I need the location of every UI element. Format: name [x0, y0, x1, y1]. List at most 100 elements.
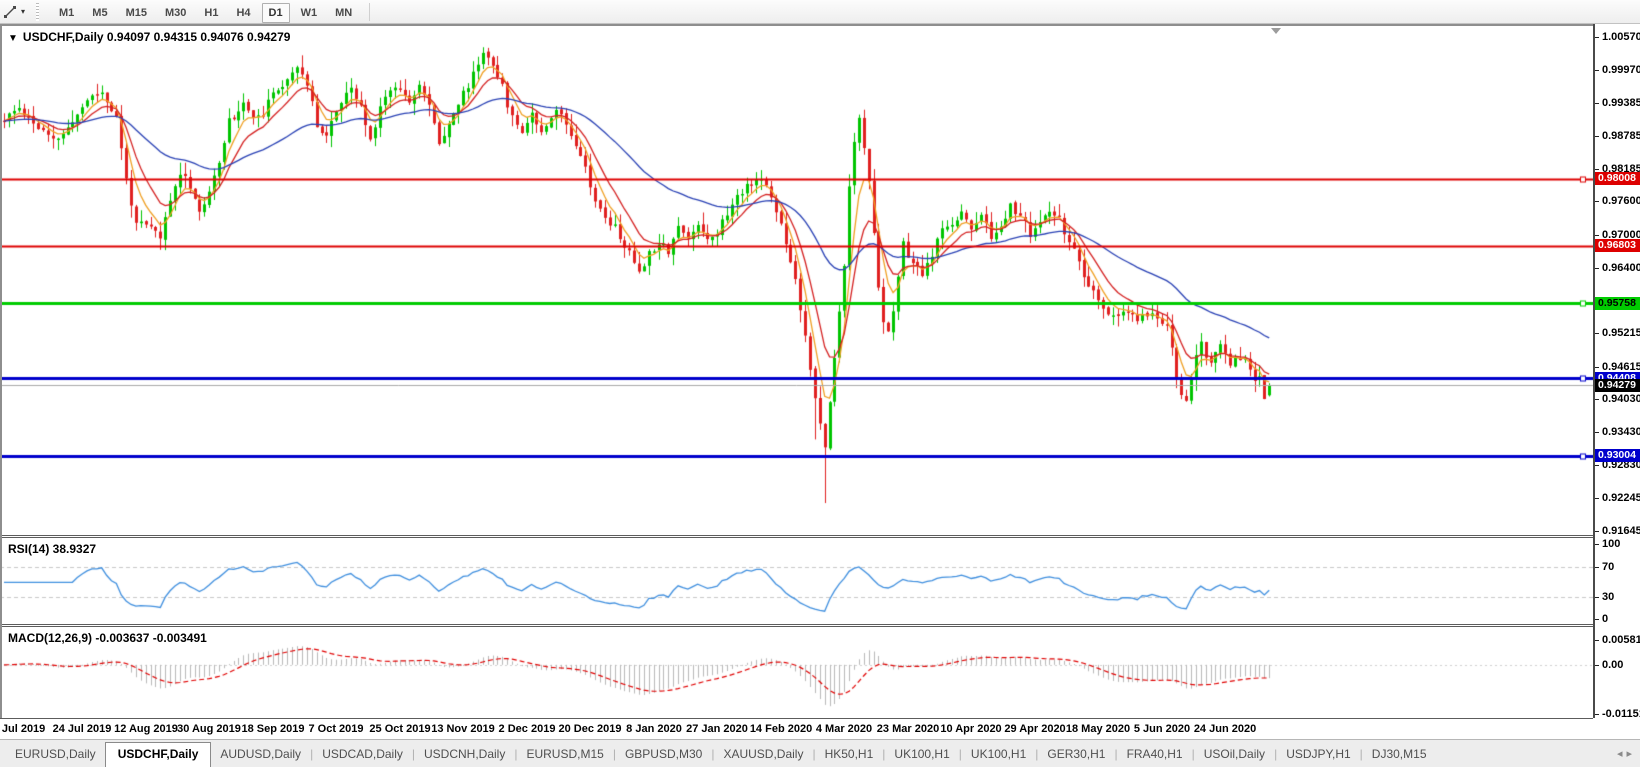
- rsi-tick-dash: [1595, 567, 1599, 568]
- chart-tab-eurusd-daily[interactable]: EURUSD,Daily: [15, 747, 96, 761]
- chart-tab-ger30-h1[interactable]: GER30,H1: [1047, 747, 1106, 761]
- window-top-edge: [0, 24, 1640, 26]
- timeframe-button-m30[interactable]: M30: [164, 6, 187, 19]
- date-tick: 10 Apr 2020: [940, 723, 1002, 735]
- date-tick: 18 May 2020: [1065, 723, 1131, 735]
- date-tick: 8 Jan 2020: [626, 723, 682, 735]
- chart-tab-usoil-daily[interactable]: USOil,Daily: [1203, 747, 1266, 761]
- date-tick: 29 Apr 2020: [1004, 723, 1066, 735]
- tab-separator: |: [411, 747, 415, 761]
- chart-title-arrow-icon[interactable]: ▼: [8, 33, 18, 44]
- macd-tick-dash: [1595, 714, 1599, 715]
- date-tick: 5 Jul 2019: [0, 723, 46, 735]
- price-tick-dash: [1595, 70, 1599, 71]
- price-tick-dash: [1595, 399, 1599, 400]
- chart-title-text: USDCHF,Daily 0.94097 0.94315 0.94076 0.9…: [22, 30, 291, 44]
- tab-separator: |: [711, 747, 715, 761]
- tab-scroll-arrows[interactable]: ◂▸: [1616, 748, 1636, 760]
- chart-tab-uk100-h1[interactable]: UK100,H1: [894, 747, 950, 761]
- rsi-tick-dash: [1595, 544, 1599, 545]
- date-tick: 7 Oct 2019: [308, 723, 364, 735]
- date-tick: 23 Mar 2020: [876, 723, 940, 735]
- rsi-tick: 100: [1602, 538, 1621, 550]
- toolbar-grip[interactable]: [35, 2, 41, 21]
- price-axis[interactable]: 1.00570 0.99970 0.99385 0.98785 0.98185 0.976…: [1593, 24, 1640, 720]
- tab-separator: |: [612, 747, 616, 761]
- hline-price-label: 0.93004: [1595, 449, 1640, 462]
- chart-tab-dj30-m15[interactable]: DJ30,M15: [1371, 747, 1427, 761]
- current-price-label: 0.94279: [1595, 379, 1640, 392]
- chart-shift-marker-icon[interactable]: [1271, 28, 1281, 34]
- toolbar-separator: [369, 2, 371, 21]
- price-tick-dash: [1595, 465, 1599, 466]
- chart-tab-usdcnh-daily[interactable]: USDCNH,Daily: [424, 747, 506, 761]
- window-left-edge: [0, 24, 2, 718]
- drawing-tool-icon[interactable]: [1, 3, 19, 21]
- chart-tab-uk100-h1[interactable]: UK100,H1: [970, 747, 1027, 761]
- hline-price-label: 0.96803: [1595, 239, 1640, 252]
- tab-separator: |: [1359, 747, 1363, 761]
- tab-separator: |: [1191, 747, 1195, 761]
- price-tick-dash: [1595, 136, 1599, 137]
- price-tick-dash: [1595, 268, 1599, 269]
- tab-separator: |: [1274, 747, 1278, 761]
- chart-tab-audusd-daily[interactable]: AUDUSD,Daily: [220, 747, 302, 761]
- price-tick-dash: [1595, 367, 1599, 368]
- main-chart-canvas[interactable]: [0, 26, 1593, 535]
- date-tick: 14 Feb 2020: [749, 723, 813, 735]
- rsi-tick: 70: [1602, 561, 1615, 573]
- macd-tick: -0.011514: [1602, 708, 1640, 720]
- timeframe-button-h1[interactable]: H1: [204, 6, 219, 19]
- rsi-indicator-label: RSI(14) 38.9327: [8, 542, 97, 556]
- timeframe-button-m1[interactable]: M1: [59, 6, 75, 19]
- price-tick: 0.97600: [1602, 195, 1640, 207]
- timeframe-button-mn[interactable]: MN: [335, 6, 353, 19]
- timeframe-button-m5[interactable]: M5: [92, 6, 108, 19]
- timeframe-button-d1[interactable]: D1: [261, 2, 290, 23]
- date-tick: 24 Jun 2020: [1193, 723, 1257, 735]
- date-tick: 2 Dec 2019: [498, 723, 556, 735]
- timeframe-button-w1[interactable]: W1: [300, 6, 318, 19]
- date-tick: 27 Jan 2020: [686, 723, 748, 735]
- price-tick-dash: [1595, 169, 1599, 170]
- toolbar-dropdown-caret-icon[interactable]: ▾: [21, 7, 26, 16]
- chart-tab-gbpusd-m30[interactable]: GBPUSD,M30: [624, 747, 703, 761]
- price-tick: 0.93430: [1602, 426, 1640, 438]
- rsi-tick-dash: [1595, 619, 1599, 620]
- panel-separator[interactable]: [0, 624, 1593, 627]
- price-tick: 0.92830: [1602, 459, 1640, 471]
- chart-tab-usdjpy-h1[interactable]: USDJPY,H1: [1286, 747, 1351, 761]
- price-tick: 0.94030: [1602, 393, 1640, 405]
- rsi-panel-canvas[interactable]: [0, 538, 1593, 624]
- price-tick-dash: [1595, 235, 1599, 236]
- chart-tab-bar: EURUSD,Daily USDCHF,Daily AUDUSD,Daily | USD…: [0, 739, 1640, 767]
- chart-tab-hk50-h1[interactable]: HK50,H1: [824, 747, 874, 761]
- macd-indicator-label: MACD(12,26,9) -0.003637 -0.003491: [8, 631, 207, 645]
- price-tick-dash: [1595, 432, 1599, 433]
- timeframe-button-group: M1 M5 M15 M30 H1 H4 D1 W1 MN: [50, 2, 361, 23]
- price-tick: 0.95215: [1602, 327, 1640, 339]
- price-tick: 0.92245: [1602, 492, 1640, 504]
- chart-tab-usdcad-daily[interactable]: USDCAD,Daily: [322, 747, 403, 761]
- price-tick-dash: [1595, 333, 1599, 334]
- plot-area: ▼ USDCHF,Daily 0.94097 0.94315 0.94076 0.…: [0, 24, 1593, 739]
- chart-tab-xauusd-daily[interactable]: XAUUSD,Daily: [723, 747, 804, 761]
- chart-tab-usdchf-daily[interactable]: USDCHF,Daily: [104, 742, 212, 767]
- tab-separator: |: [310, 747, 314, 761]
- macd-tick-dash: [1595, 665, 1599, 666]
- timeframe-button-m15[interactable]: M15: [125, 6, 147, 19]
- chart-tab-fra40-h1[interactable]: FRA40,H1: [1126, 747, 1183, 761]
- panel-separator[interactable]: [0, 535, 1593, 538]
- date-tick: 4 Mar 2020: [815, 723, 873, 735]
- timeframe-button-h4[interactable]: H4: [236, 6, 251, 19]
- date-tick: 24 Jul 2019: [52, 723, 112, 735]
- macd-panel-canvas[interactable]: [0, 627, 1593, 718]
- hline-price-label: 0.95758: [1595, 297, 1640, 310]
- chart-tab-eurusd-m15[interactable]: EURUSD,M15: [526, 747, 604, 761]
- price-tick: 0.99970: [1602, 64, 1640, 76]
- chart-window: ▼ USDCHF,Daily 0.94097 0.94315 0.94076 0.…: [0, 24, 1640, 739]
- price-tick-dash: [1595, 498, 1599, 499]
- top-toolbar: ▾ M1 M5 M15 M30 H1 H4 D1 W1 MN: [0, 0, 1640, 24]
- price-tick: 0.94615: [1602, 361, 1640, 373]
